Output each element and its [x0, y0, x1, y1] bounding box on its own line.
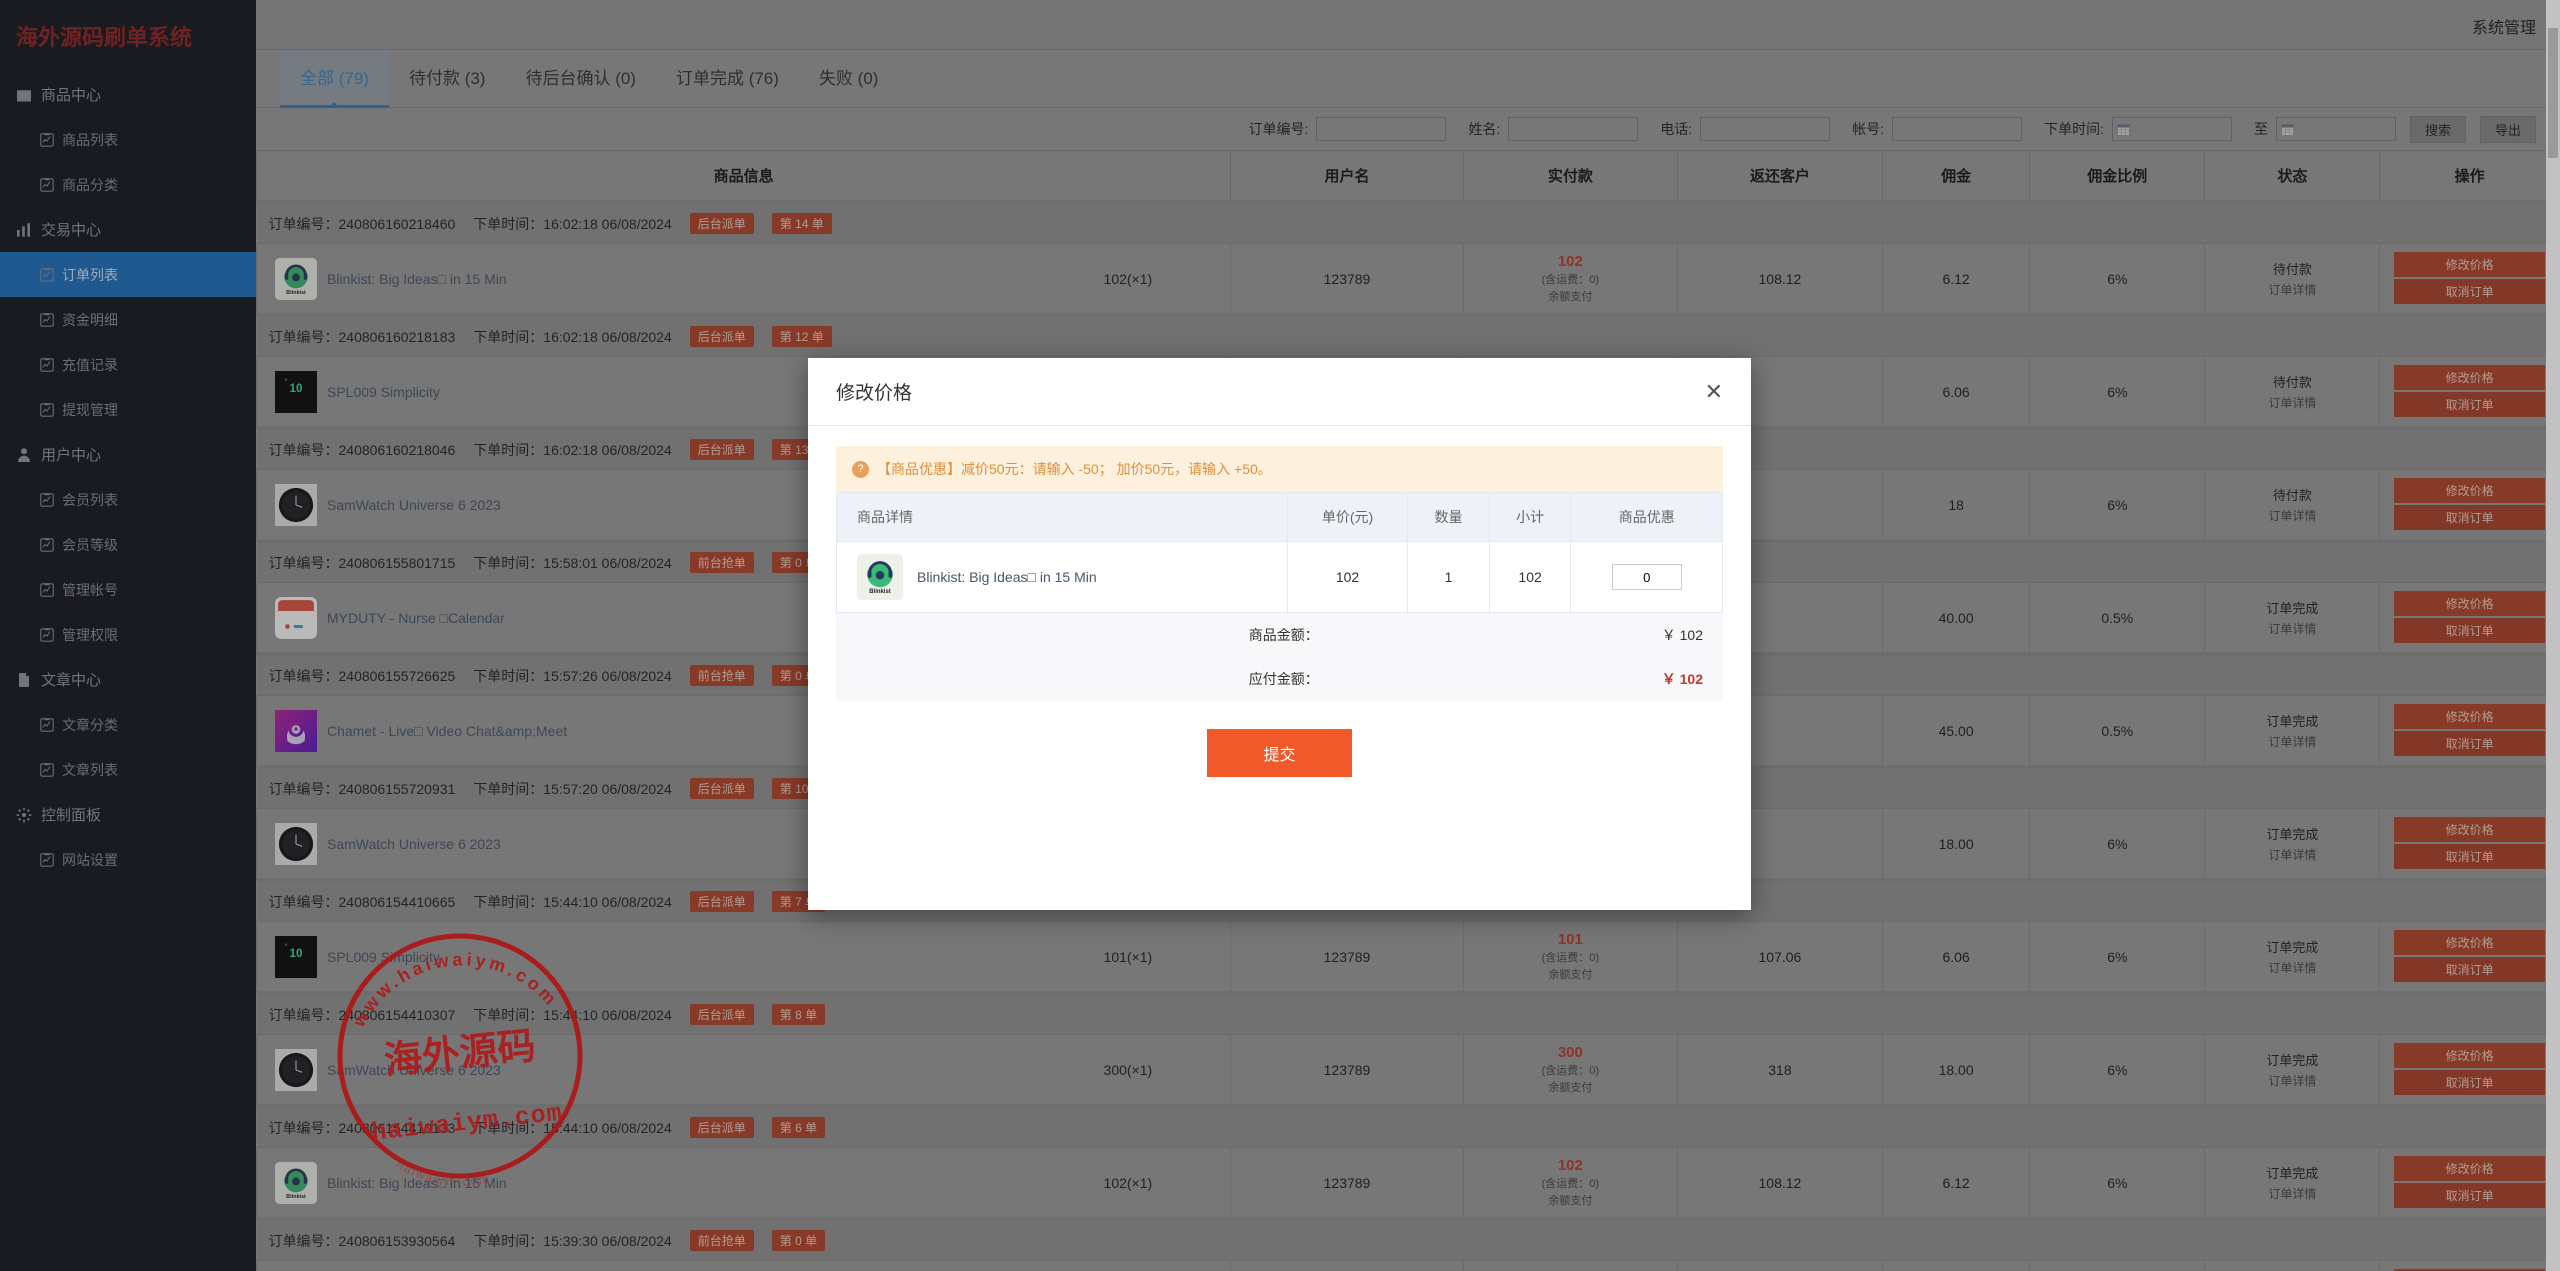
svg-text:Blinkist: Blinkist	[869, 589, 891, 595]
